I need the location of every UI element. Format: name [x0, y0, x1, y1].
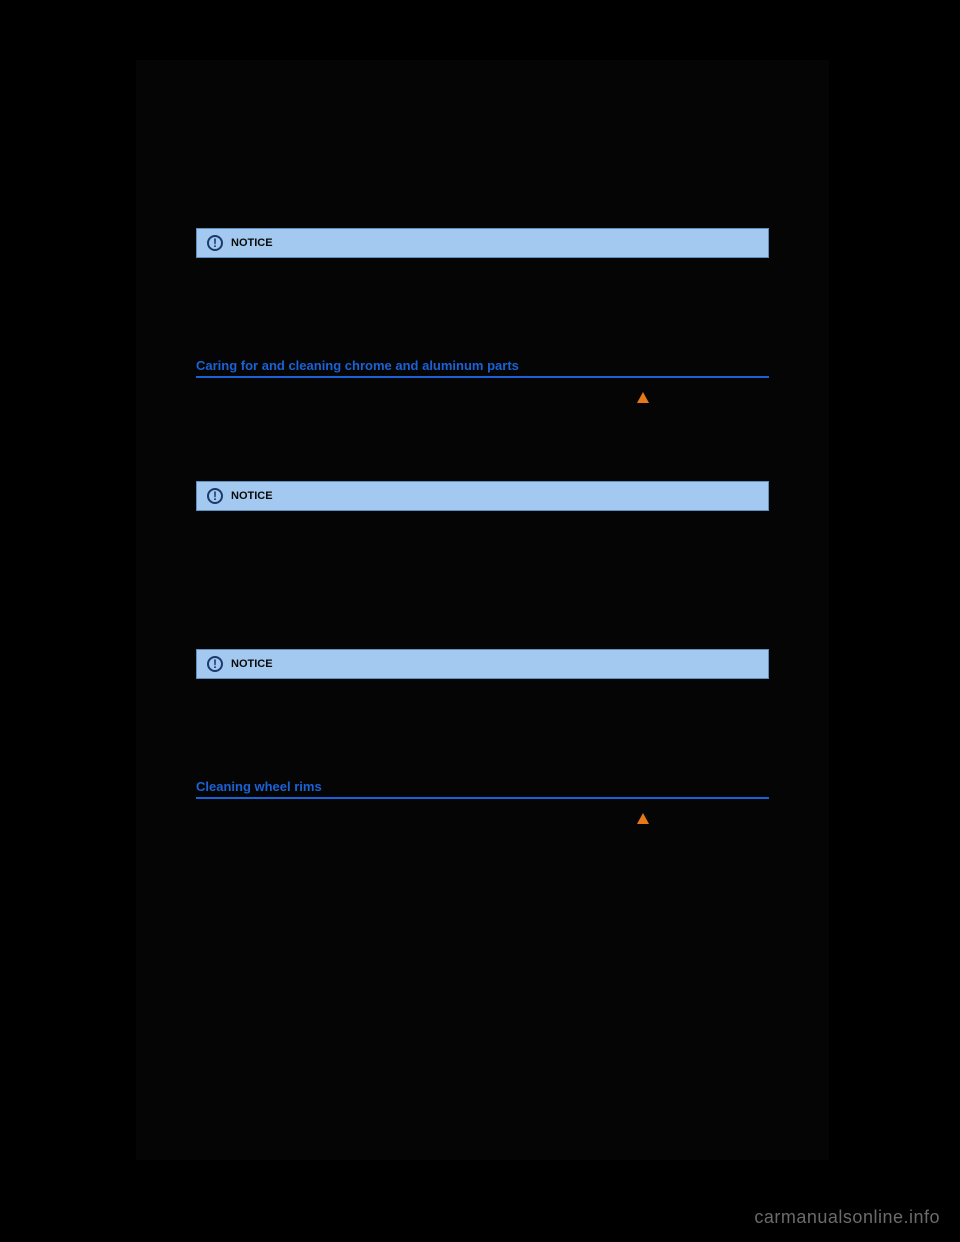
spacer: [196, 521, 769, 581]
top-spacer-2: [196, 160, 769, 220]
notice-exclamation-icon: [207, 235, 223, 251]
warning-triangle-icon: [637, 813, 649, 824]
notice-exclamation-icon: [207, 488, 223, 504]
spacer: [196, 413, 769, 443]
spacer: [196, 268, 769, 298]
notice-label: NOTICE: [231, 490, 273, 502]
warning-triangle-icon: [637, 392, 649, 403]
page-content: NOTICE Caring for and cleaning chrome an…: [136, 60, 829, 874]
warning-row-2: [196, 813, 769, 824]
section-header-chrome: Caring for and cleaning chrome and alumi…: [196, 358, 769, 378]
notice-box-3: NOTICE: [196, 649, 769, 679]
section-header-wheels: Cleaning wheel rims: [196, 779, 769, 799]
warning-row-1: [196, 392, 769, 403]
spacer: [196, 443, 769, 473]
notice-box-2: NOTICE: [196, 481, 769, 511]
spacer: [196, 298, 769, 328]
spacer: [196, 581, 769, 641]
notice-label: NOTICE: [231, 237, 273, 249]
top-spacer: [196, 100, 769, 160]
spacer: [196, 689, 769, 719]
notice-exclamation-icon: [207, 656, 223, 672]
notice-box-1: NOTICE: [196, 228, 769, 258]
document-page: NOTICE Caring for and cleaning chrome an…: [136, 60, 829, 1160]
notice-label: NOTICE: [231, 658, 273, 670]
watermark-text: carmanualsonline.info: [754, 1207, 940, 1228]
spacer: [196, 719, 769, 749]
